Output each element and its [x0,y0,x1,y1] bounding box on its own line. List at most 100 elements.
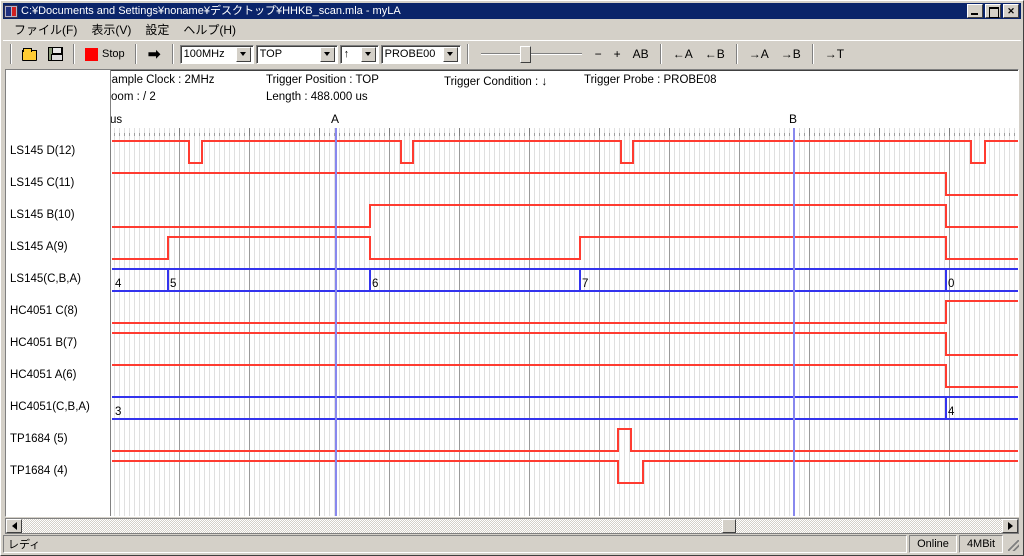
signal-level [620,162,632,164]
trigger-probe-select[interactable]: PROBE00 [380,44,461,64]
ruler-tick-minor [594,133,595,136]
signal-edge [201,140,203,164]
minimize-button[interactable] [967,4,983,18]
menu-item-view[interactable]: 表示(V) [91,23,132,37]
channel-label[interactable]: LS145 D(12) [10,145,76,157]
zoom-in-button[interactable]: + [613,47,621,61]
chevron-down-icon[interactable] [319,46,335,62]
window-title: C:¥Documents and Settings¥noname¥デスクトップ¥… [21,5,401,17]
signal-edge [400,140,402,164]
signal-edge [984,140,986,164]
scrollbar-thumb[interactable] [722,519,736,533]
ruler-tick-minor [584,133,585,136]
chevron-down-icon[interactable] [360,46,376,62]
signal-edge [945,204,947,228]
toolbar-separator [811,44,814,64]
time-ruler[interactable] [112,128,1018,136]
channel-label[interactable]: HC4051(C,B,A) [10,401,90,413]
ruler-tick-minor [204,133,205,136]
signal-level [167,236,369,238]
channel-label[interactable]: LS145 A(9) [10,241,68,253]
channel-label[interactable]: HC4051 A(6) [10,369,77,381]
sample-clock-info: Sample Clock : 2MHz [104,74,215,86]
menu-item-help[interactable]: ヘルプ(H) [183,23,237,37]
signal-edge [632,140,634,164]
ruler-tick-minor [719,133,720,136]
ruler-tick-minor [149,133,150,136]
grid-line-minor [964,128,965,516]
signal-level [642,460,1018,462]
bus-value: 4 [115,278,122,290]
scrollbar-trough[interactable] [22,519,1002,533]
ruler-tick-minor [414,133,415,136]
open-button[interactable] [18,43,42,65]
ruler-tick-minor [839,133,840,136]
ruler-tick-minor [199,133,200,136]
ruler-tick-minor [409,133,410,136]
ruler-tick-minor [439,133,440,136]
trigger-condition-select[interactable]: ↑ [339,44,379,64]
goto-prev-a-button[interactable]: ←A [672,47,693,61]
sample-clock-select[interactable]: 100MHz [179,44,254,64]
chevron-down-icon[interactable] [442,46,458,62]
goto-next-a-button[interactable]: →A [748,47,769,61]
ruler-tick-minor [539,133,540,136]
waveform-client-area[interactable]: Sample Clock : 2MHz Zoom : / 2 Trigger P… [5,69,1019,517]
channel-label[interactable]: TP1684 (5) [10,433,68,445]
menu-item-file[interactable]: ファイル(F) [14,23,78,37]
goto-next-b-button[interactable]: →B [780,47,801,61]
cursor-b[interactable] [793,128,795,516]
grid-line-minor [989,128,990,516]
ruler-tick-minor [444,133,445,136]
ruler-tick-minor [919,133,920,136]
ab-button[interactable]: AB [632,47,649,61]
ruler-tick-minor [754,133,755,136]
ruler-tick-minor [309,133,310,136]
ruler-tick-minor [889,133,890,136]
zoom-slider-thumb[interactable] [519,46,531,63]
ruler-tick-minor [994,133,995,136]
run-button[interactable]: ➡ [147,45,161,63]
trigger-position-select[interactable]: TOP [255,44,338,64]
ruler-tick-minor [674,133,675,136]
zoom-out-button[interactable]: − [594,47,602,61]
cursor-a[interactable] [335,128,337,516]
channel-label[interactable]: TP1684 (4) [10,465,68,477]
close-button[interactable]: ✕ [1003,4,1019,18]
channel-label[interactable]: HC4051 B(7) [10,337,78,349]
ruler-tick-minor [224,133,225,136]
channel-label[interactable]: LS145(C,B,A) [10,273,81,285]
resize-grip[interactable] [1005,535,1021,553]
ruler-tick-minor [129,133,130,136]
chevron-down-icon[interactable] [235,46,251,62]
zoom-slider[interactable] [479,44,584,64]
ruler-tick-minor [304,133,305,136]
stop-button[interactable]: Stop [81,43,129,65]
signal-level [984,140,1018,142]
ruler-tick-minor [1004,133,1005,136]
ruler-tick-minor [524,133,525,136]
channel-label[interactable]: LS145 B(10) [10,209,75,221]
ruler-tick-minor [144,133,145,136]
ruler-tick-minor [784,133,785,136]
scroll-left-button[interactable] [6,519,22,533]
ruler-tick-minor [359,133,360,136]
menu-item-settings[interactable]: 設定 [145,23,170,37]
horizontal-scrollbar[interactable] [5,518,1019,534]
goto-prev-b-button[interactable]: ←B [704,47,725,61]
window-buttons: ✕ [967,4,1020,18]
waveform-canvas[interactable]: 4 5 6 7 0 3 4 [112,128,1018,516]
ruler-tick-minor [559,133,560,136]
signal-level [201,140,400,142]
channel-label[interactable]: HC4051 C(8) [10,305,78,317]
ruler-tick-minor [944,133,945,136]
goto-trigger-button[interactable]: →T [824,47,845,61]
maximize-button[interactable] [985,4,1001,18]
channel-label[interactable]: LS145 C(11) [10,177,75,189]
scroll-right-button[interactable] [1002,519,1018,533]
ruler-tick-minor [934,133,935,136]
save-button[interactable] [44,43,67,65]
signal-edge [167,236,169,260]
bus-line-top [112,268,1018,270]
ruler-tick-minor [299,133,300,136]
